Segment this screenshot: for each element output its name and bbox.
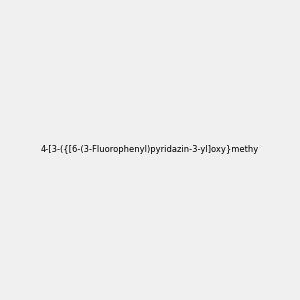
Text: 4-[3-({[6-(3-Fluorophenyl)pyridazin-3-yl]oxy}methy: 4-[3-({[6-(3-Fluorophenyl)pyridazin-3-yl… [41,146,259,154]
